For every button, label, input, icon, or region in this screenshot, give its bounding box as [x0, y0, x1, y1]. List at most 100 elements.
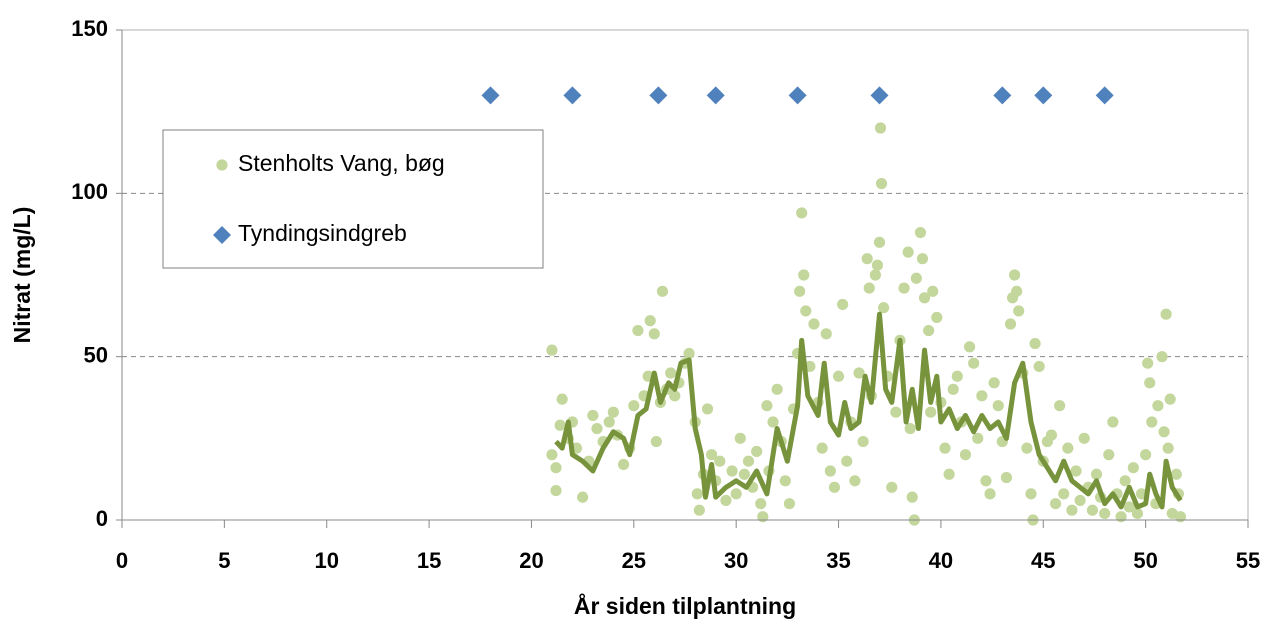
scatter-point: [550, 462, 562, 474]
scatter-point: [757, 511, 769, 523]
scatter-point: [923, 324, 935, 337]
scatter-point: [832, 370, 845, 382]
diamond-marker: [563, 86, 582, 105]
scatter-point: [607, 406, 619, 418]
diamond-marker: [1095, 86, 1114, 105]
scatter-point: [738, 468, 750, 480]
x-tick-label: 35: [826, 548, 850, 573]
scatter-point: [992, 400, 1004, 412]
scatter-point: [591, 422, 603, 435]
legend-marker: [213, 226, 231, 244]
scatter-point: [972, 432, 984, 444]
scatter-point: [853, 367, 865, 379]
scatter-point: [841, 455, 853, 467]
scatter-point: [644, 315, 656, 327]
y-tick-label: 50: [84, 342, 108, 367]
scatter-point: [648, 328, 660, 340]
scatter-point: [556, 393, 568, 405]
scatter-point: [951, 370, 963, 382]
scatter-point: [968, 357, 980, 369]
scatter-point: [816, 442, 828, 454]
scatter-point: [927, 285, 939, 297]
scatter-point: [939, 442, 951, 454]
scatter-point: [1099, 507, 1111, 520]
scatter-point: [849, 475, 861, 487]
scatter-point: [890, 406, 902, 418]
x-tick-label: 15: [417, 548, 441, 573]
scatter-point: [1013, 305, 1025, 317]
scatter-point: [1058, 488, 1070, 500]
scatter-point: [1152, 400, 1164, 412]
scatter-point: [1156, 351, 1168, 363]
scatter-point: [1090, 468, 1103, 480]
legend-label: Tyndingsindgreb: [238, 220, 407, 246]
scatter-point: [1127, 462, 1139, 474]
scatter-point: [1074, 494, 1086, 506]
scatter-point: [783, 498, 795, 510]
scatter-point: [706, 449, 718, 461]
scatter-point: [751, 445, 763, 457]
scatter-point: [1123, 501, 1135, 513]
scatter-point: [779, 475, 791, 487]
diamond-marker: [788, 86, 807, 105]
scatter-point: [550, 485, 562, 497]
scatter-point: [947, 383, 959, 395]
scatter-point: [755, 498, 767, 510]
x-tick-label: 45: [1031, 548, 1055, 573]
scatter-point: [742, 455, 755, 467]
scatter-point: [1054, 400, 1066, 412]
scatter-point: [546, 344, 558, 356]
x-tick-label: 50: [1133, 548, 1157, 573]
scatter-point: [1144, 377, 1156, 389]
scatter-point: [771, 383, 783, 395]
legend-marker: [216, 159, 228, 171]
scatter-point: [1119, 475, 1131, 487]
scatter-point: [794, 285, 806, 297]
scatter-point: [1033, 360, 1045, 373]
scatter-point: [730, 488, 742, 500]
scatter-point: [959, 449, 972, 461]
scatter-point: [1004, 318, 1017, 330]
scatter-point: [1066, 504, 1078, 516]
scatter-point: [1174, 511, 1187, 523]
scatter-point: [963, 341, 976, 353]
scatter-point: [796, 207, 808, 219]
scatter-point: [869, 269, 881, 281]
scatter-point: [857, 436, 869, 448]
diamond-marker: [870, 86, 889, 105]
scatter-point: [1078, 432, 1090, 444]
scatter-point: [820, 328, 832, 340]
scatter-point: [1086, 504, 1098, 516]
scatter-point: [618, 458, 630, 471]
diamond-marker: [706, 86, 725, 105]
x-tick-label: 0: [116, 548, 128, 573]
scatter-point: [1009, 269, 1021, 281]
scatter-point: [546, 449, 558, 461]
scatter-point: [1021, 442, 1033, 454]
scatter-point: [906, 491, 918, 503]
scatter-point: [874, 122, 887, 134]
scatter-point: [701, 403, 714, 415]
scatter-point: [828, 481, 841, 493]
y-tick-label: 0: [96, 506, 108, 531]
scatter-point: [910, 272, 922, 284]
scatter-point: [931, 311, 943, 324]
x-axis-label: År siden tilplantning: [574, 592, 796, 619]
scatter-point: [726, 465, 738, 477]
x-tick-label: 5: [218, 548, 230, 573]
scatter-point: [904, 422, 916, 435]
scatter-point: [1107, 416, 1119, 428]
scatter-point: [734, 432, 746, 444]
scatter-point: [1140, 449, 1152, 461]
scatter-point: [656, 285, 669, 297]
scatter-point: [878, 302, 890, 314]
scatter-point: [925, 406, 937, 418]
scatter-point: [1103, 449, 1115, 461]
scatter-point: [863, 282, 875, 294]
y-tick-label: 150: [71, 16, 108, 41]
diamond-marker: [481, 86, 500, 105]
scatter-point: [1062, 442, 1074, 454]
scatter-point: [669, 390, 681, 402]
